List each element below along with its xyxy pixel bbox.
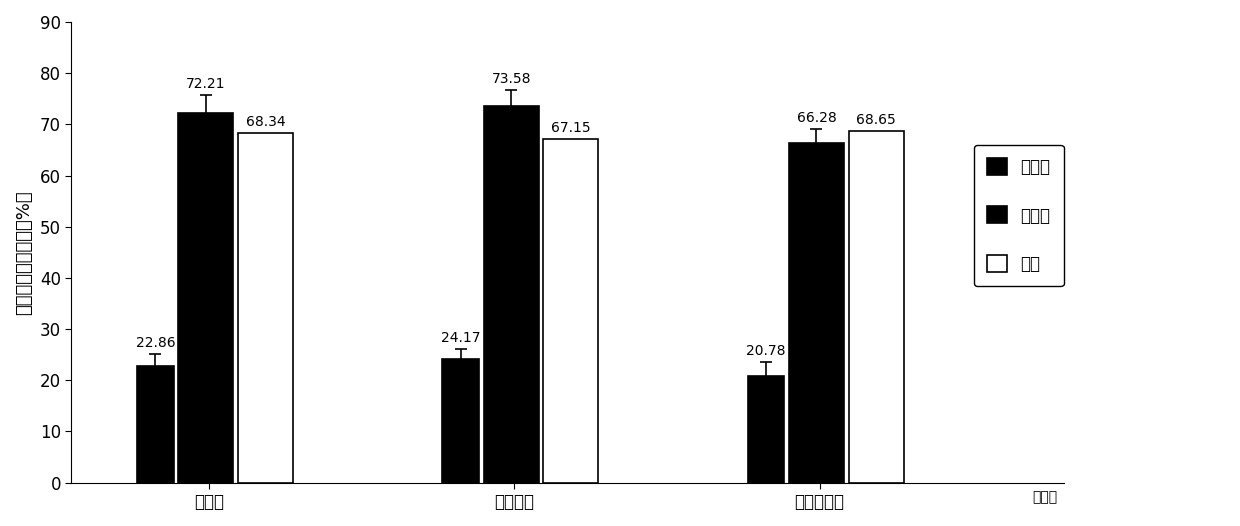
Bar [179,113,233,482]
Bar [748,376,785,482]
Bar [484,106,538,482]
Text: 66.28: 66.28 [796,111,836,125]
Text: 68.65: 68.65 [856,113,895,127]
Legend: 放蜂区, 对照区, 防效: 放蜂区, 对照区, 防效 [973,145,1064,286]
Text: 67.15: 67.15 [551,121,590,135]
Text: 68.34: 68.34 [246,115,285,129]
Text: 20.78: 20.78 [746,344,786,358]
Text: 73.58: 73.58 [491,72,531,86]
Text: 24.17: 24.17 [441,330,481,345]
Bar [543,139,598,482]
Bar [443,359,479,482]
Text: 72.21: 72.21 [186,77,226,91]
Bar [138,366,174,482]
Text: 试验区: 试验区 [1033,490,1058,504]
Text: 22.86: 22.86 [135,336,175,350]
Y-axis label: 百株被害茎数（防效%）: 百株被害茎数（防效%） [15,190,33,315]
Bar [848,132,904,482]
Bar [789,144,844,482]
Bar [238,133,293,482]
